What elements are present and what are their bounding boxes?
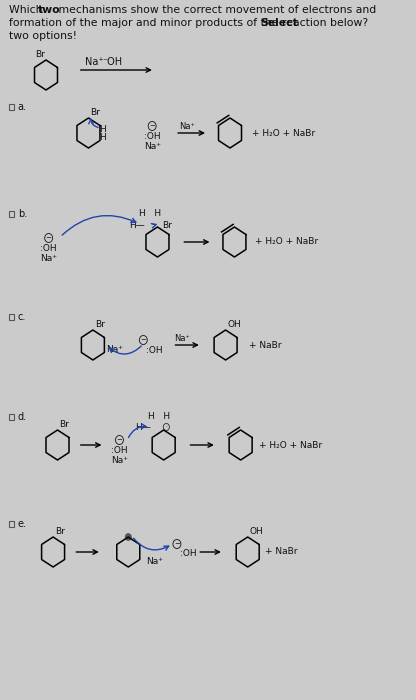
- Bar: [9, 521, 14, 527]
- Text: H—: H—: [129, 220, 145, 230]
- Bar: [9, 314, 14, 320]
- Text: Na⁺: Na⁺: [144, 142, 161, 151]
- Text: Br: Br: [59, 420, 69, 429]
- Text: Select: Select: [260, 18, 298, 28]
- Text: + NaBr: + NaBr: [265, 547, 298, 556]
- Text: −: −: [46, 235, 52, 241]
- Text: Br: Br: [35, 50, 45, 59]
- Text: ⁻OH: ⁻OH: [103, 57, 123, 67]
- Text: :OH: :OH: [111, 446, 128, 455]
- Text: −: −: [174, 541, 180, 547]
- Text: d.: d.: [18, 412, 27, 422]
- Bar: [9, 414, 14, 420]
- Text: Na⁺: Na⁺: [106, 346, 124, 354]
- Text: Na⁺: Na⁺: [180, 122, 196, 131]
- Text: OH: OH: [228, 320, 241, 329]
- Text: −: −: [149, 123, 155, 129]
- Text: + H₂O + NaBr: + H₂O + NaBr: [259, 440, 322, 449]
- Text: c.: c.: [18, 312, 26, 322]
- Text: + H₂O + NaBr: + H₂O + NaBr: [255, 237, 318, 246]
- Text: b.: b.: [18, 209, 27, 219]
- Text: H: H: [99, 132, 106, 141]
- Text: mechanisms show the correct movement of electrons and: mechanisms show the correct movement of …: [55, 5, 376, 15]
- Text: Na⁺: Na⁺: [40, 254, 57, 263]
- Text: Which: Which: [9, 5, 46, 15]
- Text: a.: a.: [18, 102, 27, 112]
- Text: + H₂O + NaBr: + H₂O + NaBr: [252, 129, 315, 137]
- Bar: [9, 211, 14, 217]
- Text: Br: Br: [55, 527, 65, 536]
- Bar: [9, 104, 14, 110]
- Circle shape: [125, 533, 131, 540]
- Text: :OH: :OH: [180, 549, 196, 558]
- Text: −: −: [116, 437, 122, 443]
- Text: + NaBr: + NaBr: [250, 340, 282, 349]
- Text: two: two: [38, 5, 61, 15]
- Text: Br: Br: [95, 320, 104, 329]
- Text: :OH: :OH: [40, 244, 57, 253]
- Text: Br: Br: [90, 108, 100, 117]
- Text: :OH: :OH: [144, 132, 161, 141]
- Text: Na⁺: Na⁺: [85, 57, 104, 67]
- Text: ·: ·: [166, 424, 167, 430]
- Text: e.: e.: [18, 519, 27, 529]
- Text: H—: H—: [136, 424, 151, 433]
- Text: Br: Br: [162, 220, 172, 230]
- Text: :OH: :OH: [146, 346, 163, 355]
- Text: Na⁺: Na⁺: [174, 334, 190, 343]
- Text: formation of the major and minor products of the reaction below?: formation of the major and minor product…: [9, 18, 371, 28]
- Text: OH: OH: [250, 527, 263, 536]
- Text: H   H: H H: [139, 209, 161, 218]
- Text: Na⁺: Na⁺: [146, 557, 163, 566]
- Text: H: H: [99, 125, 106, 134]
- Text: H   H: H H: [148, 412, 170, 421]
- Text: −: −: [140, 337, 146, 343]
- Text: Na⁺: Na⁺: [111, 456, 128, 465]
- Text: two options!: two options!: [9, 31, 77, 41]
